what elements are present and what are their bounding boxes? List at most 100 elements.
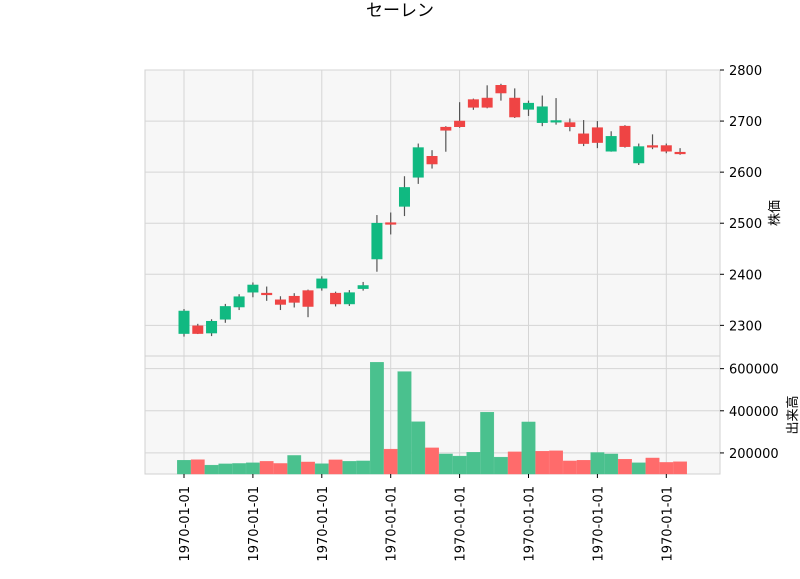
candle-up bbox=[426, 156, 438, 165]
candle-down bbox=[536, 106, 548, 123]
candle-up bbox=[288, 295, 300, 303]
volume-bar bbox=[356, 460, 371, 475]
volume-bar bbox=[659, 462, 674, 475]
volume-bar bbox=[273, 463, 288, 475]
candle-up bbox=[481, 97, 493, 108]
volume-bar bbox=[549, 450, 563, 475]
volume-bar bbox=[494, 456, 508, 475]
candle-down bbox=[522, 102, 534, 110]
candle-up bbox=[660, 145, 672, 152]
volume-bar bbox=[328, 459, 343, 475]
volume-bar bbox=[411, 421, 426, 475]
volume-bar bbox=[190, 459, 205, 475]
volume-axis-label: 出来高 bbox=[785, 395, 800, 434]
volume-tick-label: 600000 bbox=[729, 363, 779, 378]
chart-title: セーレン bbox=[366, 1, 434, 21]
volume-tick-label: 200000 bbox=[729, 447, 779, 462]
candlestick-series bbox=[178, 83, 686, 337]
candle-down bbox=[178, 310, 190, 334]
price-tick-label: 2700 bbox=[729, 115, 762, 130]
candle-down bbox=[316, 278, 328, 289]
volume-bar bbox=[342, 461, 357, 475]
x-tick-label: 1970-01-01 bbox=[660, 486, 675, 562]
candle-up bbox=[495, 85, 507, 94]
x-axis: 1970-01-01 1970-01-01 1970-01-01 1970-01-01… bbox=[178, 474, 675, 562]
volume-bar bbox=[535, 451, 550, 475]
candle-up bbox=[454, 120, 466, 127]
candle-up bbox=[192, 325, 204, 334]
candle-up bbox=[330, 292, 342, 305]
candle-up bbox=[509, 97, 521, 118]
volume-bar bbox=[383, 448, 398, 475]
x-tick-label: 1970-01-01 bbox=[316, 486, 331, 562]
volume-bar bbox=[466, 452, 481, 475]
candle-up bbox=[564, 122, 576, 127]
price-tick-label: 2300 bbox=[729, 319, 762, 334]
x-tick-label: 1970-01-01 bbox=[523, 486, 538, 562]
volume-bar bbox=[590, 452, 605, 475]
candle-down bbox=[247, 284, 259, 293]
volume-bar bbox=[232, 463, 247, 475]
candle-down bbox=[219, 306, 231, 320]
candle-down bbox=[633, 146, 645, 164]
candle-up bbox=[467, 99, 479, 108]
volume-bar bbox=[452, 455, 467, 475]
candle-down bbox=[412, 147, 424, 178]
candle-down bbox=[357, 285, 369, 289]
volume-bar bbox=[507, 451, 522, 475]
volume-bar bbox=[218, 463, 233, 475]
price-tick-label: 2400 bbox=[729, 268, 762, 283]
x-tick-label: 1970-01-01 bbox=[454, 486, 469, 562]
volume-bar bbox=[604, 453, 619, 475]
volume-bar bbox=[645, 457, 660, 475]
x-tick-label: 1970-01-01 bbox=[178, 486, 193, 562]
candle-up bbox=[578, 133, 590, 144]
x-tick-label: 1970-01-01 bbox=[385, 486, 400, 562]
candle-down bbox=[550, 120, 562, 123]
volume-bar bbox=[314, 463, 329, 475]
candle-up bbox=[440, 126, 452, 131]
volume-bar bbox=[438, 453, 453, 475]
price-tick-label: 2600 bbox=[729, 166, 762, 181]
volume-bar bbox=[397, 371, 412, 475]
candle-up bbox=[385, 222, 397, 225]
candle-up bbox=[591, 127, 603, 143]
candle-up bbox=[274, 299, 286, 305]
price-axis: 2300 2400 2500 2600 2700 2800 bbox=[720, 64, 762, 334]
candle-down bbox=[398, 187, 410, 207]
volume-tick-label: 400000 bbox=[729, 405, 779, 420]
volume-bar bbox=[576, 460, 591, 475]
candle-down bbox=[233, 296, 245, 308]
volume-bar bbox=[287, 455, 302, 475]
candle-down bbox=[605, 136, 617, 152]
price-panel bbox=[144, 69, 721, 357]
volume-bar bbox=[259, 461, 274, 475]
candle-up bbox=[674, 151, 686, 155]
volume-bar bbox=[631, 462, 646, 475]
candle-down bbox=[206, 320, 218, 334]
volume-bar bbox=[562, 460, 577, 475]
x-tick-label: 1970-01-01 bbox=[247, 486, 262, 562]
volume-bar bbox=[301, 461, 315, 475]
price-tick-label: 2800 bbox=[729, 64, 762, 79]
candle-down bbox=[343, 292, 355, 305]
volume-bars bbox=[177, 362, 687, 475]
candle-down bbox=[371, 222, 383, 260]
price-axis-label: 株価 bbox=[768, 200, 783, 226]
volume-axis: 200000 400000 600000 bbox=[720, 363, 779, 462]
volume-bar bbox=[204, 464, 219, 475]
price-tick-label: 2500 bbox=[729, 217, 762, 232]
volume-bar bbox=[673, 461, 687, 475]
volume-bar bbox=[425, 447, 439, 475]
candle-up bbox=[302, 290, 314, 307]
volume-bar bbox=[246, 462, 260, 475]
volume-bar bbox=[521, 421, 536, 475]
x-tick-label: 1970-01-01 bbox=[591, 486, 606, 562]
volume-bar bbox=[618, 459, 632, 475]
candle-up bbox=[647, 145, 659, 148]
volume-bar bbox=[177, 460, 191, 475]
volume-bar bbox=[480, 412, 495, 475]
candle-up bbox=[261, 292, 273, 296]
